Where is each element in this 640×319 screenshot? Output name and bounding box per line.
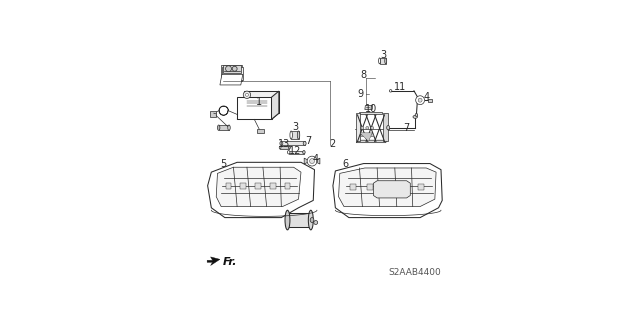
Polygon shape — [291, 131, 298, 139]
Ellipse shape — [298, 131, 300, 139]
Polygon shape — [210, 111, 216, 117]
Text: Fr.: Fr. — [222, 256, 237, 267]
Ellipse shape — [413, 115, 417, 118]
Ellipse shape — [308, 210, 313, 230]
Ellipse shape — [385, 58, 387, 64]
Polygon shape — [271, 91, 279, 119]
Text: S2AAB4400: S2AAB4400 — [388, 268, 441, 277]
Polygon shape — [289, 151, 304, 154]
Polygon shape — [219, 125, 229, 130]
Circle shape — [371, 134, 374, 137]
Polygon shape — [255, 183, 261, 189]
Text: 4: 4 — [423, 92, 429, 102]
Circle shape — [246, 93, 248, 96]
Polygon shape — [418, 184, 424, 190]
Text: 7: 7 — [305, 136, 312, 146]
Polygon shape — [428, 99, 432, 102]
Polygon shape — [339, 168, 436, 206]
Text: 13: 13 — [278, 139, 290, 149]
Circle shape — [310, 159, 314, 164]
Ellipse shape — [387, 125, 390, 130]
Ellipse shape — [289, 146, 291, 149]
Text: 1: 1 — [256, 97, 262, 107]
Text: 3: 3 — [292, 122, 299, 132]
Ellipse shape — [415, 114, 418, 116]
Text: 5: 5 — [220, 159, 226, 168]
Polygon shape — [401, 184, 407, 190]
Circle shape — [361, 126, 364, 130]
Ellipse shape — [389, 90, 392, 92]
Polygon shape — [285, 183, 291, 189]
Polygon shape — [316, 158, 320, 164]
Polygon shape — [240, 183, 246, 189]
Text: 3: 3 — [380, 50, 386, 61]
Polygon shape — [360, 133, 372, 141]
Ellipse shape — [287, 151, 290, 154]
Circle shape — [361, 134, 364, 137]
Circle shape — [418, 98, 422, 102]
Circle shape — [225, 66, 232, 72]
Polygon shape — [333, 164, 442, 218]
Circle shape — [307, 156, 317, 166]
Ellipse shape — [218, 125, 220, 130]
Ellipse shape — [310, 218, 314, 223]
Polygon shape — [356, 140, 387, 143]
Polygon shape — [280, 146, 289, 149]
Polygon shape — [207, 162, 314, 218]
Polygon shape — [365, 106, 372, 109]
Ellipse shape — [290, 131, 292, 139]
Ellipse shape — [280, 141, 283, 145]
Polygon shape — [257, 129, 264, 133]
Polygon shape — [222, 67, 243, 80]
Polygon shape — [304, 158, 308, 164]
Polygon shape — [287, 213, 311, 227]
Circle shape — [314, 220, 317, 225]
Text: 4: 4 — [313, 154, 319, 164]
Ellipse shape — [228, 125, 230, 130]
Polygon shape — [237, 97, 271, 119]
Polygon shape — [383, 113, 388, 141]
Ellipse shape — [303, 141, 306, 145]
Polygon shape — [380, 58, 386, 64]
Ellipse shape — [303, 151, 305, 154]
Text: 2: 2 — [330, 139, 335, 149]
Ellipse shape — [379, 58, 381, 64]
Polygon shape — [358, 112, 382, 115]
Polygon shape — [220, 74, 243, 85]
Ellipse shape — [279, 146, 281, 149]
Polygon shape — [385, 184, 390, 190]
Polygon shape — [244, 91, 279, 113]
Polygon shape — [270, 183, 276, 189]
Circle shape — [366, 134, 369, 137]
Polygon shape — [244, 100, 269, 109]
Circle shape — [232, 66, 237, 71]
Polygon shape — [356, 113, 360, 141]
Polygon shape — [374, 181, 410, 198]
Polygon shape — [207, 257, 220, 265]
Circle shape — [243, 91, 251, 99]
Text: 12: 12 — [289, 145, 302, 156]
Ellipse shape — [285, 210, 290, 230]
Text: 10: 10 — [365, 104, 378, 114]
Polygon shape — [221, 65, 242, 81]
Polygon shape — [349, 184, 355, 190]
Polygon shape — [367, 184, 373, 190]
Polygon shape — [216, 167, 301, 206]
Text: 7: 7 — [403, 123, 410, 133]
Circle shape — [371, 126, 374, 130]
Polygon shape — [282, 141, 305, 145]
Text: 8: 8 — [360, 70, 367, 80]
Text: 9: 9 — [357, 89, 364, 99]
Text: 11: 11 — [394, 82, 406, 93]
Circle shape — [416, 96, 424, 105]
Text: 6: 6 — [342, 159, 349, 168]
Polygon shape — [237, 113, 279, 119]
Polygon shape — [223, 64, 241, 73]
Circle shape — [366, 126, 369, 130]
Polygon shape — [225, 183, 232, 189]
